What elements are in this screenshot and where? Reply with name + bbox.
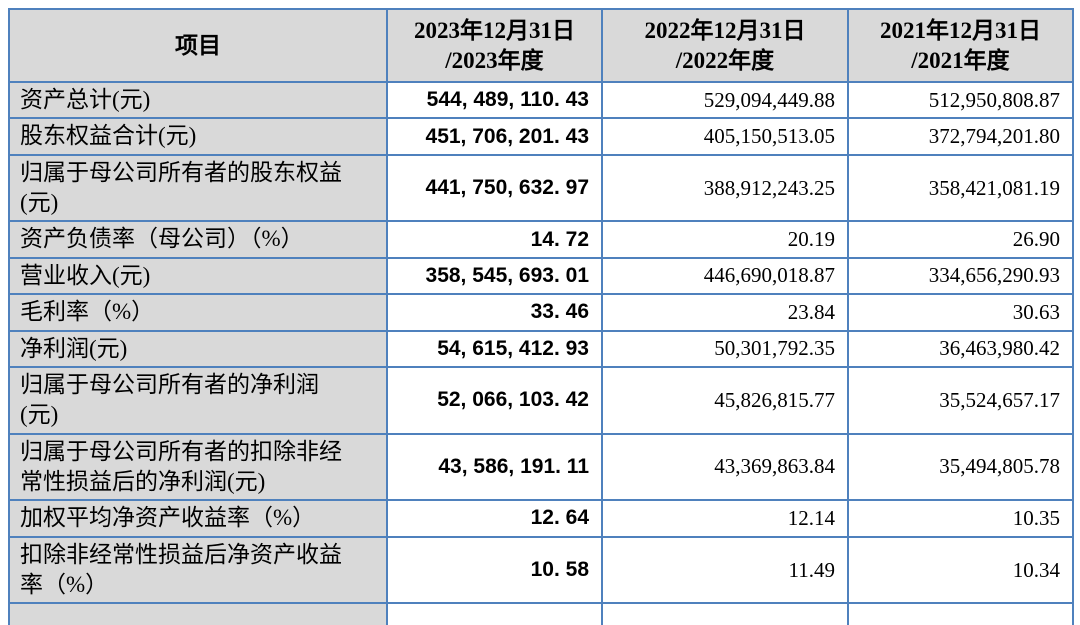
value-2023	[386, 602, 603, 625]
row-label: 资产总计(元)	[8, 80, 388, 120]
value-2023: 544, 489, 110. 43	[386, 80, 603, 120]
row-label	[8, 602, 388, 625]
row-label: 营业收入(元)	[8, 256, 388, 296]
financial-summary-table-container: 项目 2023年12月31日 /2023年度 2022年12月31日 /2022…	[8, 8, 1074, 625]
value-2021: 10.35	[847, 499, 1074, 538]
table-row-net-profit: 净利润(元) 54, 615, 412. 93 50,301,792.35 36…	[8, 329, 1074, 368]
table-row-gross-margin: 毛利率（%） 33. 46 23.84 30.63	[8, 293, 1074, 332]
table-row-roe-deducted: 扣除非经常性损益后净资产收益 率（%） 10. 58 11.49 10.34	[8, 535, 1074, 605]
value-2021: 26.90	[847, 220, 1074, 259]
table-row-total-assets: 资产总计(元) 544, 489, 110. 43 529,094,449.88…	[8, 80, 1074, 120]
row-label: 归属于母公司所有者的净利润 (元)	[8, 365, 388, 435]
value-2022: 20.19	[601, 220, 849, 259]
header-row: 项目 2023年12月31日 /2023年度 2022年12月31日 /2022…	[8, 8, 1074, 83]
value-2023: 43, 586, 191. 11	[386, 432, 603, 502]
value-2021: 35,494,805.78	[847, 432, 1074, 502]
row-label: 归属于母公司所有者的扣除非经 常性损益后的净利润(元)	[8, 432, 388, 502]
value-2023: 14. 72	[386, 220, 603, 259]
table-row-partial-clipped	[8, 602, 1074, 625]
value-2022: 50,301,792.35	[601, 329, 849, 368]
table-row-total-equity: 股东权益合计(元) 451, 706, 201. 43 405,150,513.…	[8, 117, 1074, 156]
value-2023: 358, 545, 693. 01	[386, 256, 603, 296]
value-2022: 12.14	[601, 499, 849, 538]
table-row-revenue: 营业收入(元) 358, 545, 693. 01 446,690,018.87…	[8, 256, 1074, 296]
value-2022: 23.84	[601, 293, 849, 332]
row-label: 扣除非经常性损益后净资产收益 率（%）	[8, 535, 388, 605]
value-2023: 54, 615, 412. 93	[386, 329, 603, 368]
table-row-weighted-roe: 加权平均净资产收益率（%） 12. 64 12.14 10.35	[8, 499, 1074, 538]
value-2021: 10.34	[847, 535, 1074, 605]
header-item-column: 项目	[8, 8, 388, 83]
value-2022: 529,094,449.88	[601, 80, 849, 120]
value-2023: 451, 706, 201. 43	[386, 117, 603, 156]
row-label: 归属于母公司所有者的股东权益 (元)	[8, 153, 388, 223]
value-2022: 446,690,018.87	[601, 256, 849, 296]
financial-summary-table: 项目 2023年12月31日 /2023年度 2022年12月31日 /2022…	[8, 8, 1074, 625]
value-2021: 334,656,290.93	[847, 256, 1074, 296]
value-2022: 388,912,243.25	[601, 153, 849, 223]
value-2023: 12. 64	[386, 499, 603, 538]
row-label: 股东权益合计(元)	[8, 117, 388, 156]
header-2022-column: 2022年12月31日 /2022年度	[601, 8, 849, 83]
value-2021: 512,950,808.87	[847, 80, 1074, 120]
value-2022: 45,826,815.77	[601, 365, 849, 435]
value-2023: 441, 750, 632. 97	[386, 153, 603, 223]
value-2023: 10. 58	[386, 535, 603, 605]
row-label: 加权平均净资产收益率（%）	[8, 499, 388, 538]
value-2022: 405,150,513.05	[601, 117, 849, 156]
header-2021-column: 2021年12月31日 /2021年度	[847, 8, 1074, 83]
value-2023: 33. 46	[386, 293, 603, 332]
value-2021	[847, 602, 1074, 625]
value-2022	[601, 602, 849, 625]
value-2021: 30.63	[847, 293, 1074, 332]
row-label: 净利润(元)	[8, 329, 388, 368]
table-row-net-profit-parent: 归属于母公司所有者的净利润 (元) 52, 066, 103. 42 45,82…	[8, 365, 1074, 435]
table-row-net-profit-deducted: 归属于母公司所有者的扣除非经 常性损益后的净利润(元) 43, 586, 191…	[8, 432, 1074, 502]
header-2023-column: 2023年12月31日 /2023年度	[386, 8, 603, 83]
table-row-equity-parent: 归属于母公司所有者的股东权益 (元) 441, 750, 632. 97 388…	[8, 153, 1074, 223]
value-2021: 35,524,657.17	[847, 365, 1074, 435]
row-label: 资产负债率（母公司）（%）	[8, 220, 388, 259]
value-2021: 372,794,201.80	[847, 117, 1074, 156]
row-label: 毛利率（%）	[8, 293, 388, 332]
table-row-debt-ratio: 资产负债率（母公司）（%） 14. 72 20.19 26.90	[8, 220, 1074, 259]
value-2021: 36,463,980.42	[847, 329, 1074, 368]
value-2023: 52, 066, 103. 42	[386, 365, 603, 435]
value-2022: 43,369,863.84	[601, 432, 849, 502]
value-2021: 358,421,081.19	[847, 153, 1074, 223]
value-2022: 11.49	[601, 535, 849, 605]
